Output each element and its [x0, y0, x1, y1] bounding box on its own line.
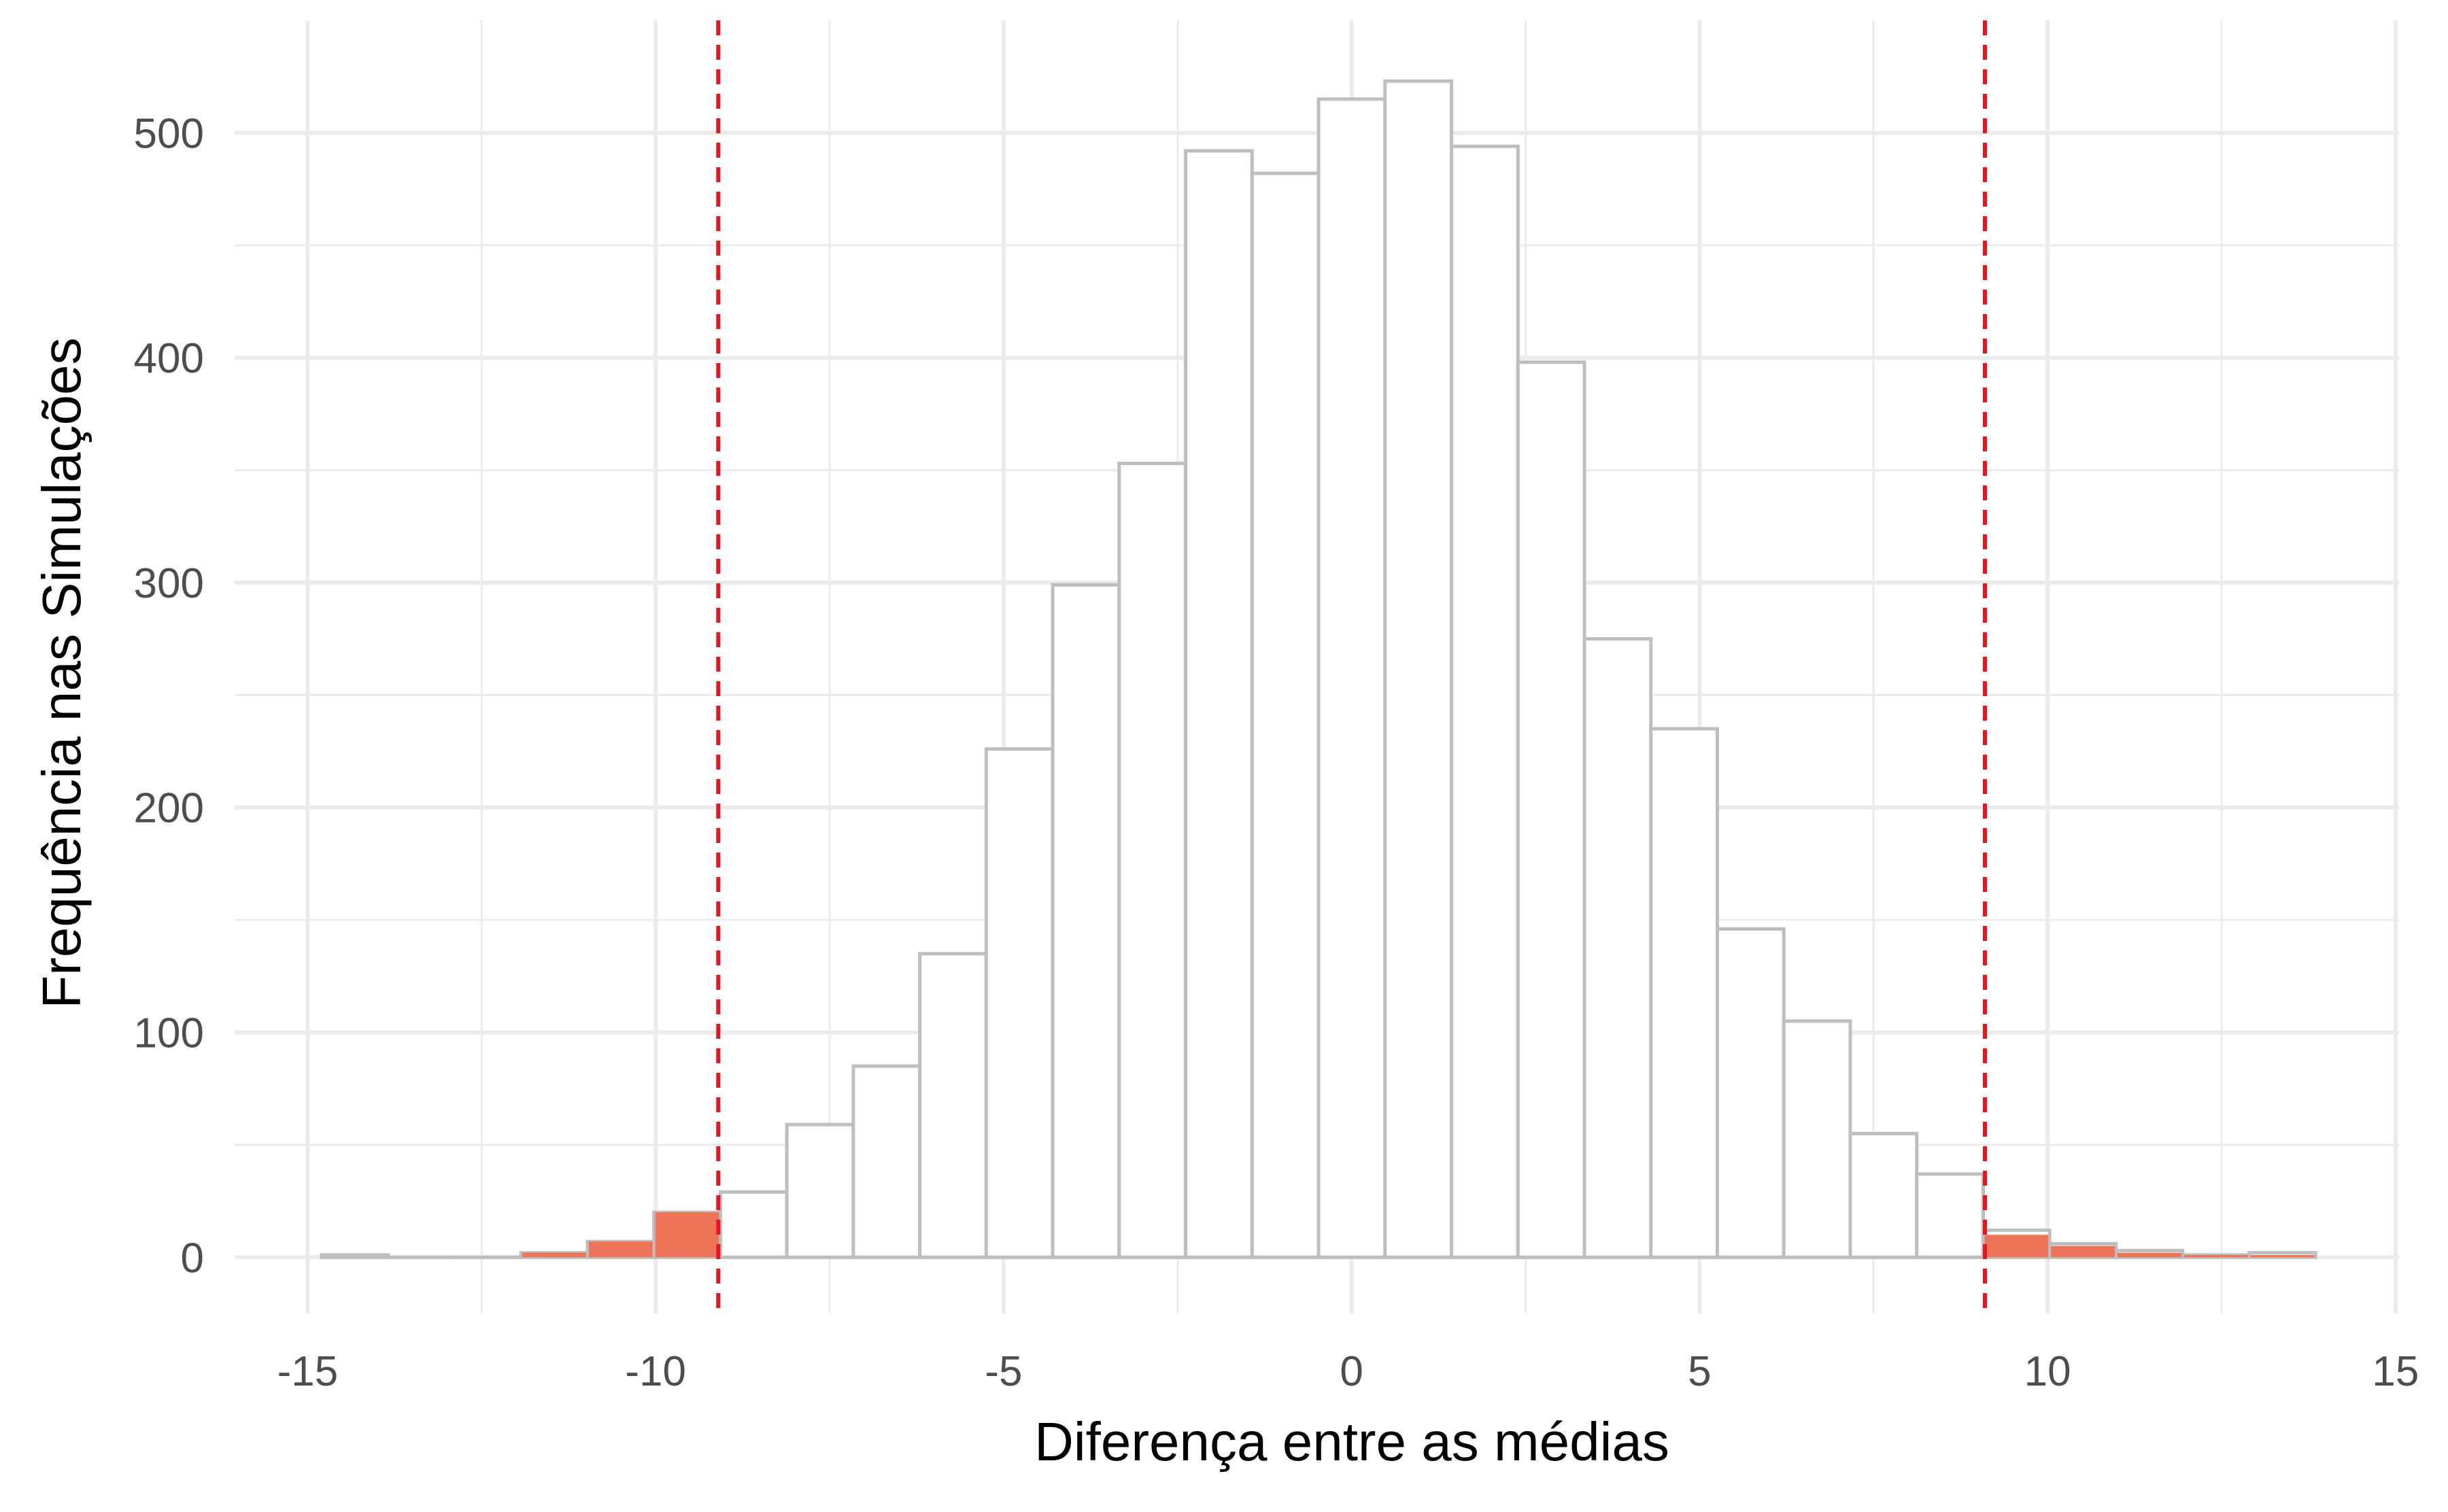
histogram-bar — [851, 1064, 922, 1259]
tail-bar — [1984, 1235, 2049, 1258]
tail-bar — [2250, 1254, 2315, 1258]
x-tick-label: -15 — [277, 1348, 339, 1395]
x-tick-label: 0 — [1340, 1348, 1363, 1395]
y-tick-label: 300 — [134, 560, 204, 607]
histogram-bar — [1184, 149, 1254, 1259]
histogram-bar — [1915, 1172, 1985, 1259]
tail-shaded-bars — [522, 1212, 2315, 1258]
x-tick-label: -10 — [625, 1348, 686, 1395]
x-tick-labels: -15 -10 -5 0 5 10 15 — [277, 1348, 2419, 1395]
x-tick-label: 15 — [2372, 1348, 2419, 1395]
x-axis-title: Diferença entre as médias — [1034, 1411, 1669, 1472]
histogram-bar — [1516, 360, 1586, 1259]
tail-bar — [522, 1252, 586, 1258]
y-tick-labels: 0 100 200 300 400 500 — [134, 110, 204, 1282]
y-tick-label: 200 — [134, 785, 204, 832]
y-tick-label: 400 — [134, 335, 204, 382]
histogram-bar — [1716, 927, 1786, 1259]
histogram-bar — [918, 952, 988, 1259]
histogram-bar — [1848, 1131, 1919, 1259]
y-tick-label: 100 — [134, 1010, 204, 1057]
tail-bar — [2117, 1252, 2181, 1258]
tail-bar — [588, 1241, 653, 1258]
histogram-bar — [320, 1253, 390, 1259]
histogram-bar — [984, 747, 1055, 1259]
histogram-bar — [785, 1122, 855, 1259]
tail-bar — [2183, 1254, 2248, 1258]
critical-value-lines — [716, 20, 1988, 1313]
histogram-bar — [1450, 144, 1520, 1259]
histogram-bars — [320, 79, 2317, 1259]
x-tick-label: 10 — [2024, 1348, 2071, 1395]
y-tick-label: 500 — [134, 110, 204, 157]
histogram-bar — [1649, 727, 1720, 1259]
histogram-bar — [1782, 1019, 1852, 1259]
tail-bar — [2051, 1245, 2115, 1258]
histogram-bar — [1383, 79, 1454, 1259]
histogram-bar — [718, 1190, 789, 1259]
y-tick-label: 0 — [181, 1235, 204, 1282]
histogram-bar — [1051, 583, 1121, 1259]
histogram-bar — [1316, 97, 1387, 1259]
x-tick-label: 5 — [1688, 1348, 1711, 1395]
y-axis-title: Frequência nas Simulações — [31, 337, 92, 1008]
histogram-bar — [1117, 462, 1188, 1259]
x-tick-label: -5 — [985, 1348, 1022, 1395]
tail-bar — [655, 1212, 719, 1258]
histogram-bar — [1582, 637, 1653, 1259]
histogram-bar — [1250, 171, 1321, 1259]
